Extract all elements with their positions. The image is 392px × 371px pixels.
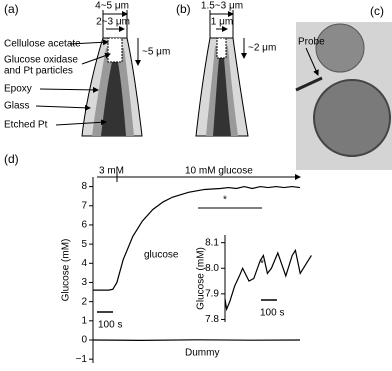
panel-label: (a) <box>4 2 19 16</box>
y-tick-label: 5 <box>81 239 87 250</box>
data-line <box>224 248 312 312</box>
data-line <box>93 185 301 291</box>
annotation: * <box>223 195 227 206</box>
dimension: ~2 μm <box>248 43 276 54</box>
annotation: 10 mM glucose <box>185 166 253 177</box>
layer-label: Etched Pt <box>4 120 48 131</box>
annotations <box>97 172 301 313</box>
y-tick-label: 0 <box>81 335 87 346</box>
y-tick-label: −1 <box>76 354 88 365</box>
y-axis-label: Glucose (mM) <box>61 239 72 302</box>
probe-b <box>195 10 249 137</box>
y-tick-label: 7.9 <box>205 288 219 299</box>
dimension: 1 μm <box>211 17 233 28</box>
dimension: ~5 μm <box>142 47 170 58</box>
y-tick-label: 7.8 <box>205 314 219 325</box>
scale-label: 100 s <box>260 308 284 319</box>
y-tick-label: 7 <box>81 200 87 211</box>
y-tick-label: 3 <box>81 277 87 288</box>
y-tick-label: 8.1 <box>205 237 219 248</box>
dimension: 2~3 μm <box>96 17 130 28</box>
y-tick-label: 1 <box>81 315 87 326</box>
dimension: 1.5~3 μm <box>201 1 243 12</box>
y-tick-label: 2 <box>81 296 87 307</box>
y-tick-label: 8 <box>81 181 87 192</box>
annotation: Dummy <box>185 348 219 359</box>
annotation: * <box>260 259 264 270</box>
panel-label: (b) <box>176 2 191 16</box>
dimension: 4~5 μm <box>95 1 129 12</box>
micrograph <box>295 22 392 170</box>
probe-a <box>35 10 143 137</box>
annotation: glucose <box>144 250 179 261</box>
y-tick-label: 4 <box>81 258 87 269</box>
y-tick-label: 6 <box>81 220 87 231</box>
layer-label: Glass <box>4 101 30 112</box>
data-line <box>92 339 301 341</box>
scale-label: 100 s <box>98 320 122 331</box>
panel-label: (d) <box>4 152 19 166</box>
layer-label: Glucose oxidase <box>4 55 78 66</box>
annotation: 3 mM <box>99 166 124 177</box>
probe-label: Probe <box>298 37 325 48</box>
layer-label: and Pt particles <box>4 66 73 77</box>
layer-label: Cellulose acetate <box>4 39 81 50</box>
layer-label: Epoxy <box>4 84 32 95</box>
y-tick-label: 8.0 <box>205 263 219 274</box>
y-axis-label: Glucose (mM) <box>196 247 207 310</box>
panel-label: (c) <box>370 4 384 18</box>
